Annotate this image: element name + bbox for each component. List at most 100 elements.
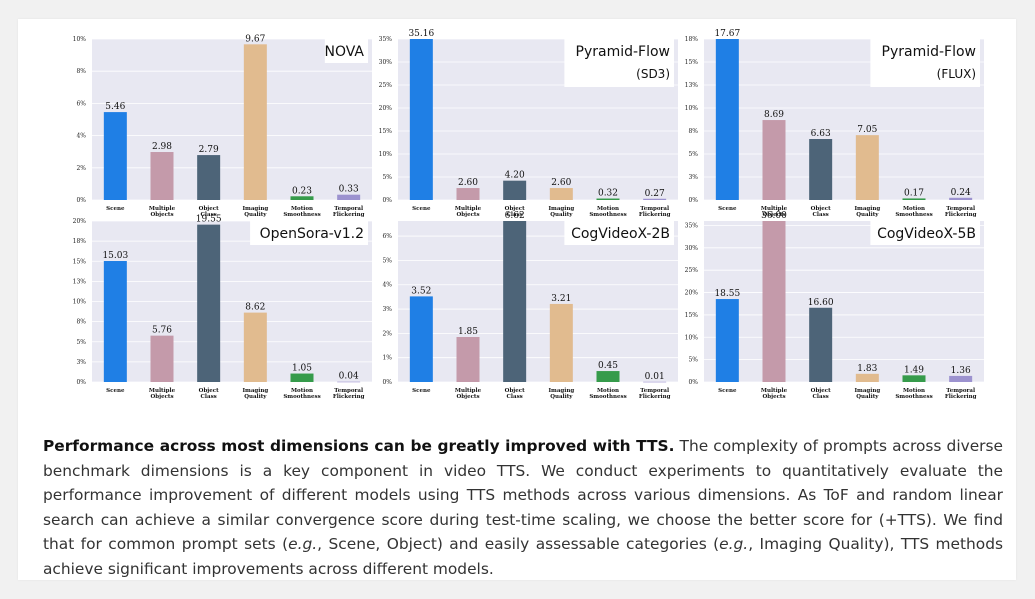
y-tick-label: 15% [685, 59, 699, 66]
bar [290, 373, 314, 382]
chart-title: CogVideoX-2B [571, 226, 670, 242]
y-tick-label: 3% [688, 174, 698, 181]
x-tick-label: Multiple Objects [149, 206, 176, 218]
bar [855, 373, 879, 382]
bar-value-label: 36.00 [761, 211, 787, 221]
bar-value-label: 6.63 [811, 129, 831, 139]
plot-background [398, 221, 678, 382]
bar-value-label: 8.69 [764, 110, 784, 120]
y-tick-label: 2% [382, 330, 392, 337]
y-tick-label: 25% [379, 82, 393, 89]
x-tick-label: Scene [412, 206, 431, 212]
bar-value-label: 5.46 [105, 102, 125, 112]
y-tick-label: 0% [382, 197, 392, 204]
x-tick-label: Object Class [199, 388, 219, 400]
bar-value-label: 1.83 [857, 364, 877, 374]
y-tick-label: 0% [688, 197, 698, 204]
bar-value-label: 0.27 [645, 189, 665, 199]
x-tick-label: Multiple Objects [761, 388, 788, 400]
y-tick-label: 5% [688, 357, 698, 364]
bar [197, 155, 221, 200]
y-tick-label: 0% [382, 379, 392, 386]
bar [855, 135, 879, 200]
x-tick-label: Imaging Quality [242, 388, 268, 400]
x-tick-label: Scene [412, 388, 431, 394]
y-tick-label: 5% [382, 174, 392, 181]
bar [243, 44, 267, 200]
title-box [870, 39, 980, 87]
y-tick-label: 6% [76, 100, 86, 107]
caption-eg-2: e.g. [719, 535, 749, 554]
bar [103, 261, 127, 382]
bar [243, 312, 267, 382]
bar-value-label: 0.24 [951, 188, 971, 198]
y-tick-label: 15% [379, 128, 393, 135]
figure-caption: Performance across most dimensions can b… [43, 434, 1003, 581]
title-box [564, 221, 674, 245]
bar [809, 307, 833, 382]
bar [643, 381, 667, 383]
chart-subtitle: (FLUX) [937, 67, 976, 81]
chart-panel: 0% 3% 5% 8% 10% 13% 15% 18% 20% 15.03 Scene 5.76 Mul… [73, 215, 372, 400]
x-tick-label: Imaging Quality [854, 388, 880, 400]
chart-title: CogVideoX-5B [877, 226, 976, 242]
x-tick-label: Scene [718, 388, 737, 394]
x-tick-label: Imaging Quality [854, 206, 880, 218]
x-tick-label: Temporal Flickering [945, 206, 977, 218]
bar [456, 188, 480, 200]
y-tick-label: 30% [685, 245, 699, 252]
y-tick-label: 0% [76, 379, 86, 386]
bar [902, 375, 926, 382]
bar [949, 197, 973, 200]
x-tick-label: Imaging Quality [548, 206, 574, 218]
x-tick-label: Motion Smoothness [589, 388, 626, 400]
bar-value-label: 17.67 [714, 29, 740, 39]
x-tick-label: Motion Smoothness [589, 206, 626, 218]
bar-value-label: 35.16 [408, 29, 434, 39]
x-tick-label: Object Class [199, 206, 219, 218]
bar-chart-grid: 0% 2% 4% 6% 8% 10% 5.46 Scene 2.98 Multiple Object… [68, 19, 988, 429]
plot-background [704, 221, 984, 382]
y-tick-label: 20% [379, 105, 393, 112]
bar-value-label: 2.60 [551, 178, 571, 188]
bar [549, 188, 573, 200]
y-tick-label: 10% [685, 105, 699, 112]
bar [150, 335, 174, 382]
x-tick-label: Imaging Quality [548, 388, 574, 400]
bar-value-label: 19.55 [196, 215, 222, 225]
x-tick-label: Multiple Objects [455, 206, 482, 218]
chart-subtitle: (SD3) [636, 67, 670, 81]
y-tick-label: 8% [76, 319, 86, 326]
bar-value-label: 8.62 [245, 303, 265, 313]
bar-value-label: 0.17 [904, 188, 924, 198]
bar-value-label: 15.03 [102, 251, 128, 261]
y-tick-label: 4% [382, 282, 392, 289]
bar [197, 224, 221, 382]
bar-value-label: 5.76 [152, 326, 172, 336]
chart-title: Pyramid-Flow [576, 44, 671, 60]
y-tick-label: 3% [76, 359, 86, 366]
x-tick-label: Multiple Objects [149, 388, 176, 400]
x-tick-label: Imaging Quality [242, 206, 268, 218]
bar-value-label: 2.98 [152, 142, 172, 152]
y-tick-label: 5% [382, 257, 392, 264]
chart-title: OpenSora-v1.2 [260, 226, 364, 242]
x-tick-label: Temporal Flickering [639, 206, 671, 218]
y-tick-label: 0% [76, 197, 86, 204]
bar-value-label: 3.52 [411, 286, 431, 296]
bar-value-label: 3.21 [551, 294, 571, 304]
bar-value-label: 0.04 [339, 372, 359, 382]
y-tick-label: 2% [76, 165, 86, 172]
bar-value-label: 0.23 [292, 186, 312, 196]
y-tick-label: 10% [685, 334, 699, 341]
y-tick-label: 6% [382, 233, 392, 240]
x-tick-label: Object Class [811, 206, 831, 218]
y-tick-label: 4% [76, 133, 86, 140]
bar [409, 296, 433, 382]
bar [762, 221, 786, 382]
bar [643, 198, 667, 200]
title-box [250, 221, 368, 245]
y-tick-label: 3% [382, 306, 392, 313]
chart-title: NOVA [324, 44, 364, 60]
caption-bold-lead: Performance across most dimensions can b… [43, 437, 675, 456]
